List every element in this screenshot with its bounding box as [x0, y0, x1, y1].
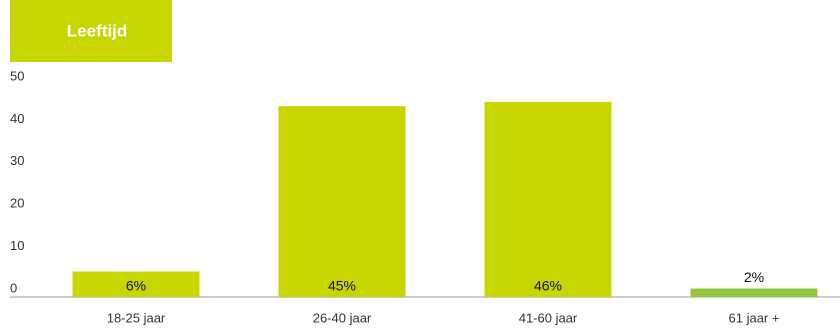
y-tick-label: 10 — [10, 238, 24, 253]
x-tick-label: 18-25 jaar — [107, 310, 166, 325]
y-tick-label: 50 — [10, 68, 24, 83]
x-tick-label: 41-60 jaar — [519, 310, 578, 325]
x-tick-label: 26-40 jaar — [313, 310, 372, 325]
y-tick-label: 30 — [10, 153, 24, 168]
chart-title: Leeftijd — [67, 21, 127, 40]
y-tick-label: 20 — [10, 196, 24, 211]
y-tick-label: 0 — [10, 280, 17, 295]
value-label: 46% — [534, 278, 562, 294]
value-label: 45% — [328, 278, 356, 294]
bar — [690, 288, 818, 297]
y-tick-label: 40 — [10, 111, 24, 126]
bar — [72, 271, 200, 297]
title-box — [10, 0, 172, 62]
value-label: 2% — [744, 269, 764, 285]
x-tick-label: 61 jaar + — [729, 310, 780, 325]
value-label: 6% — [126, 278, 146, 294]
bar — [484, 101, 612, 298]
bar — [278, 106, 406, 297]
